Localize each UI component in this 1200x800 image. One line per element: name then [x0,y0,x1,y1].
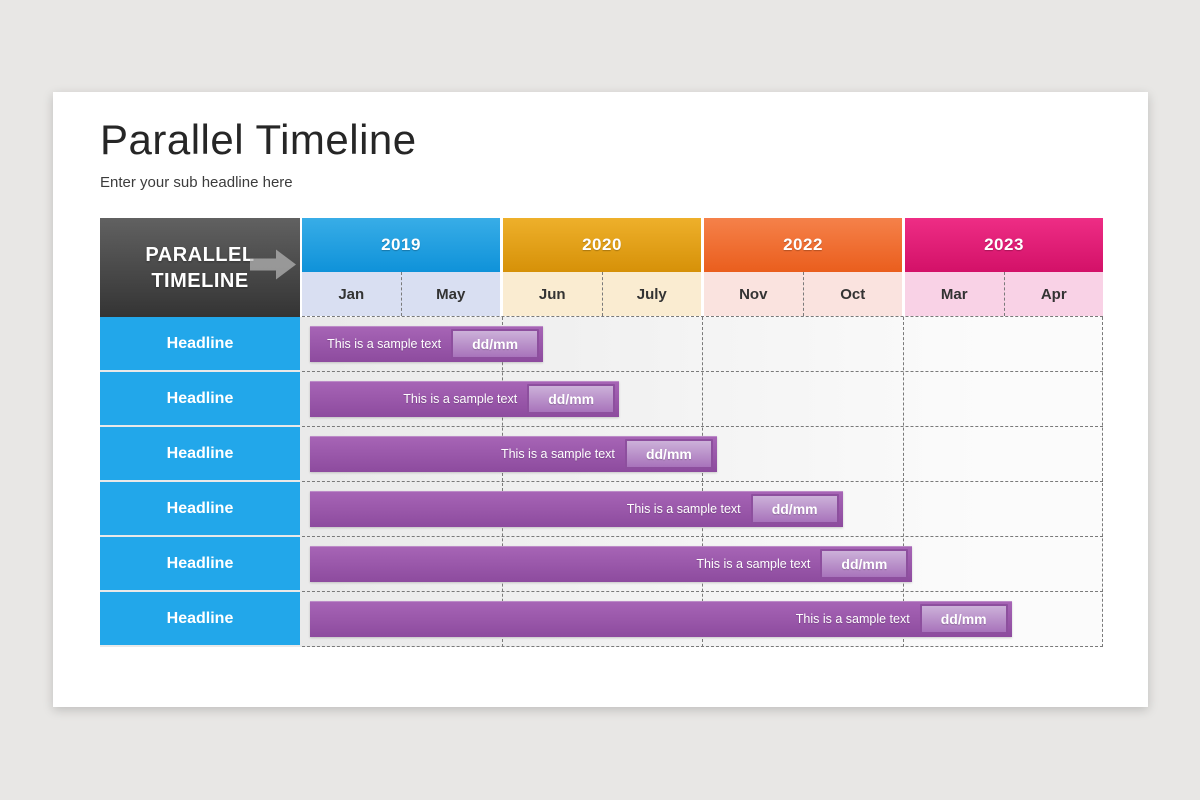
year-header-2020: 2020 [503,218,701,272]
month-group-2020: Jun July [503,272,701,316]
month-cell-july: July [601,272,702,316]
timeline-row-6: Headline This is a sample text dd/mm [100,592,1103,647]
year-header-2022: 2022 [704,218,902,272]
timeline-row-5: Headline This is a sample text dd/mm [100,537,1103,592]
date-badge: dd/mm [527,384,616,414]
bar-label: This is a sample text [403,392,518,406]
timeline-head: 2019 2020 2022 2023 Jan May Jun July [302,218,1103,317]
headline-label: Headline [100,372,300,425]
headline-label: Headline [100,427,300,480]
month-group-2019: Jan May [302,272,500,316]
timeline-bar: This is a sample text dd/mm [310,381,620,417]
bar-label: This is a sample text [795,612,910,626]
page-title: Parallel Timeline [100,116,417,163]
bar-label: This is a sample text [500,447,615,461]
bar-track: This is a sample text dd/mm [302,317,1103,372]
timeline-bar: This is a sample text dd/mm [310,546,913,582]
right-arrow-icon [250,247,298,288]
year-header-2023: 2023 [905,218,1103,272]
headline-label: Headline [100,592,300,645]
bar-track: This is a sample text dd/mm [302,372,1103,427]
timeline-bar: This is a sample text dd/mm [310,491,843,527]
date-badge: dd/mm [624,439,713,469]
parallel-timeline-table: PARALLEL TIMELINE 2019 2020 2022 2023 [100,218,1103,647]
timeline-bar: This is a sample text dd/mm [310,601,1012,637]
corner-label-line1: PARALLEL [145,243,255,266]
bar-label: This is a sample text [626,502,741,516]
month-cell-mar: Mar [940,285,968,303]
timeline-row-4: Headline This is a sample text dd/mm [100,482,1103,537]
bar-track: This is a sample text dd/mm [302,537,1103,592]
headline-label: Headline [100,317,300,370]
month-cell-jan: Jan [338,285,365,303]
timeline-header-row: PARALLEL TIMELINE 2019 2020 2022 2023 [100,218,1103,317]
years-row: 2019 2020 2022 2023 [302,218,1103,272]
bar-label: This is a sample text [696,557,811,571]
corner-label-box: PARALLEL TIMELINE [100,218,300,317]
month-cell-oct: Oct [802,272,903,316]
timeline-row-1: Headline This is a sample text dd/mm [100,317,1103,372]
corner-label-line2: TIMELINE [151,269,249,292]
timeline-bar: This is a sample text dd/mm [310,326,544,362]
month-group-2022: Nov Oct [704,272,902,316]
timeline-bar: This is a sample text dd/mm [310,436,717,472]
months-row: Jan May Jun July Nov Oct Mar Apr [302,272,1103,317]
month-cell-apr: Apr [1003,272,1104,316]
bar-track: This is a sample text dd/mm [302,482,1103,537]
date-badge: dd/mm [820,549,909,579]
date-badge: dd/mm [451,329,540,359]
bar-track: This is a sample text dd/mm [302,592,1103,647]
bar-label: This is a sample text [327,337,442,351]
timeline-row-2: Headline This is a sample text dd/mm [100,372,1103,427]
headline-label: Headline [100,537,300,590]
month-group-2023: Mar Apr [905,272,1103,316]
month-cell-jun: Jun [538,285,566,303]
month-cell-may: May [400,272,501,316]
bar-track: This is a sample text dd/mm [302,427,1103,482]
date-badge: dd/mm [919,604,1008,634]
month-cell-nov: Nov [739,285,768,303]
year-header-2019: 2019 [302,218,500,272]
date-badge: dd/mm [750,494,839,524]
headline-label: Headline [100,482,300,535]
page-subtitle: Enter your sub headline here [100,174,293,191]
slide-card: Parallel Timeline Enter your sub headlin… [53,92,1148,707]
timeline-row-3: Headline This is a sample text dd/mm [100,427,1103,482]
timeline-rows: Headline This is a sample text dd/mm Hea… [100,317,1103,647]
